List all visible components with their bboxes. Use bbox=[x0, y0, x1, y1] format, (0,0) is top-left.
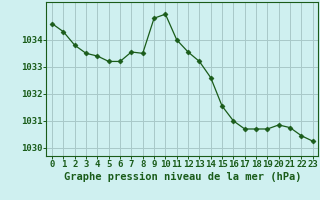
X-axis label: Graphe pression niveau de la mer (hPa): Graphe pression niveau de la mer (hPa) bbox=[64, 172, 301, 182]
